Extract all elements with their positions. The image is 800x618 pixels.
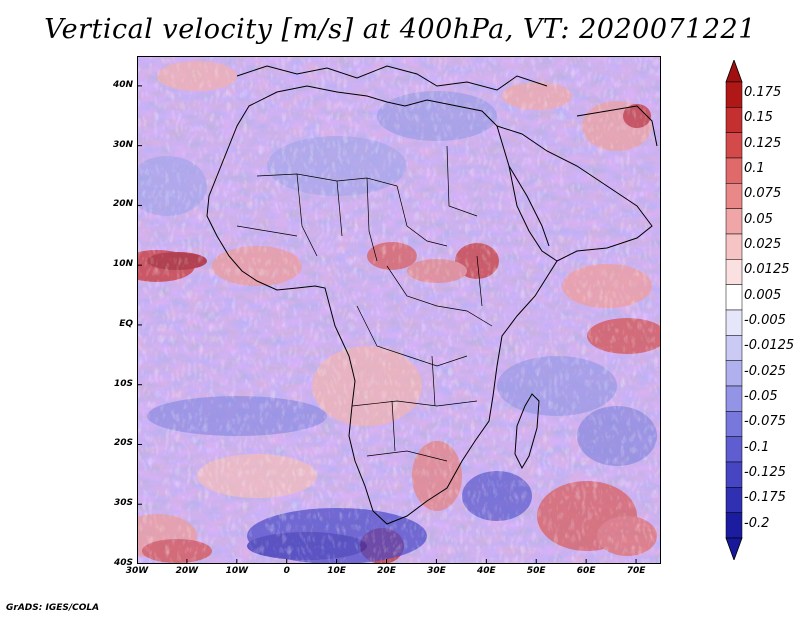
colorbar-swatch [725, 411, 743, 437]
colorbar-level-label: 0.005 [744, 287, 782, 303]
lat-tick-label: 10S [113, 378, 133, 389]
colorbar-level-label: -0.1 [744, 439, 770, 455]
colorbar-level-label: 0.15 [744, 110, 773, 126]
lon-tick-label: 0 [283, 566, 290, 576]
country-borders [236, 145, 493, 462]
colorbar-level-label: 0.0125 [744, 262, 790, 278]
colorbar-swatch [725, 487, 743, 513]
lat-tick-label: 40N [112, 79, 133, 90]
lon-tick-label: 30W [125, 566, 149, 576]
colorbar-swatch [725, 208, 743, 235]
lon-tick-label: 40E [476, 566, 496, 576]
lon-tick-label: 10W [225, 566, 249, 576]
colorbar-swatch [725, 436, 743, 463]
credit-text: GrADS: IGES/COLA [6, 603, 100, 613]
lat-tick-label: 40S [113, 558, 133, 568]
colorbar-level-label: 0.05 [744, 211, 773, 227]
colorbar-level-label: -0.05 [744, 388, 778, 404]
colorbar-swatch [725, 233, 743, 260]
colorbar-level-label: -0.0125 [744, 338, 795, 354]
colorbar-level-label: 0.075 [744, 186, 782, 202]
axis-ticks [137, 85, 637, 564]
colorbar-level-label: -0.125 [744, 464, 786, 480]
colorbar [725, 60, 743, 560]
lat-tick-label: 10N [112, 259, 133, 270]
colorbar-level-label: -0.2 [744, 515, 770, 531]
colorbar-swatch [725, 284, 743, 311]
lon-tick-label: 60E [576, 566, 596, 576]
colorbar-swatch [725, 360, 743, 387]
field-streaks [137, 56, 661, 564]
colorbar-swatch [725, 132, 743, 159]
lon-tick-label: 50E [526, 566, 546, 576]
colorbar-swatch [725, 309, 743, 336]
lon-tick-label: 30E [427, 566, 446, 576]
lat-tick-label: EQ [119, 318, 133, 329]
colorbar-swatch [725, 157, 743, 184]
colorbar-level-label: 0.175 [744, 84, 782, 100]
chart-title: Vertical velocity [m/s] at 400hPa, VT: 2… [44, 14, 756, 45]
colorbar-level-label: 0.025 [744, 236, 782, 252]
lat-tick-label: 20S [113, 438, 133, 449]
colorbar-level-label: -0.175 [744, 490, 786, 506]
vertical-velocity-map [137, 56, 661, 564]
coastlines [206, 65, 658, 525]
colorbar-level-label: 0.125 [744, 135, 782, 151]
colorbar-level-label: -0.005 [744, 312, 786, 328]
lat-tick-label: 30N [112, 139, 133, 150]
lon-tick-label: 10E [327, 566, 346, 576]
lon-tick-label: 70E [626, 566, 646, 576]
colorbar-level-label: 0.1 [744, 160, 765, 176]
colorbar-swatch [725, 259, 743, 285]
colorbar-swatch [725, 81, 743, 108]
colorbar-level-label: -0.075 [744, 414, 786, 430]
colorbar-swatch [725, 385, 743, 412]
colorbar-level-label: -0.025 [744, 363, 786, 379]
colorbar-swatch [725, 335, 743, 361]
map-border [137, 56, 661, 564]
lat-tick-label: 20N [112, 199, 133, 210]
lon-tick-label: 20E [377, 566, 396, 576]
colorbar-bottom-extend [725, 537, 743, 560]
colorbar-swatch [725, 183, 743, 209]
colorbar-swatch [725, 512, 743, 539]
lon-tick-label: 20W [175, 566, 199, 576]
lat-tick-label: 30S [113, 498, 133, 509]
colorbar-top-extend [725, 60, 743, 83]
colorbar-swatch [725, 107, 743, 133]
colorbar-swatch [725, 461, 743, 488]
